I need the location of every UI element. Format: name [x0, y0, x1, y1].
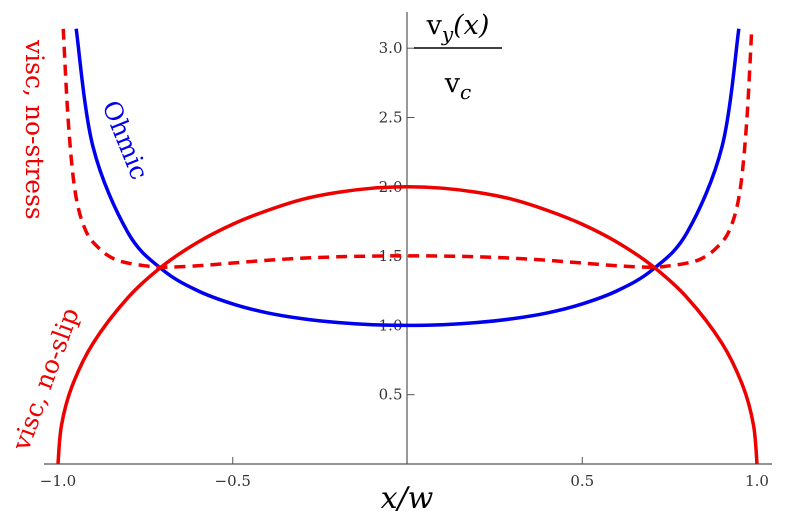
series-line-ohmic: [74, 28, 741, 328]
x-tick-label: 0.5: [570, 472, 594, 490]
series-label-ohmic: Ohmic: [96, 96, 154, 183]
y-axis-title-numerator: vy(x): [426, 10, 490, 46]
x-tick-label: −1.0: [40, 472, 76, 490]
x-ticks: −1.0 −0.5 0.5 1.0: [40, 457, 769, 490]
y-tick-label: 2.5: [379, 109, 403, 127]
series-label-visc-no-stress: visc, no-stress: [20, 39, 49, 220]
y-tick-label: 3.0: [379, 39, 403, 57]
y-tick-label: 0.5: [379, 386, 403, 404]
series-layer: [56, 28, 759, 465]
series-line-visc-no-slip: [56, 185, 759, 465]
y-ticks: 0.51.01.52.02.53.0: [379, 39, 415, 404]
x-tick-label: −0.5: [215, 472, 251, 490]
axes: [44, 12, 772, 465]
y-axis-title: vy(x) vc: [414, 10, 502, 104]
series-line-visc-no-stress: [61, 28, 754, 269]
y-axis-title-denominator: vc: [444, 68, 471, 104]
x-tick-label: 1.0: [745, 472, 769, 490]
x-axis-title: x/w: [381, 481, 434, 516]
